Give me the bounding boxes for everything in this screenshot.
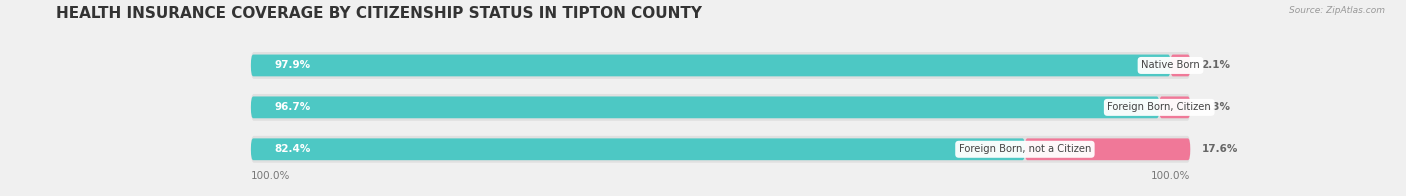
Text: 82.4%: 82.4% <box>274 144 311 154</box>
Text: 96.7%: 96.7% <box>274 102 311 112</box>
Text: HEALTH INSURANCE COVERAGE BY CITIZENSHIP STATUS IN TIPTON COUNTY: HEALTH INSURANCE COVERAGE BY CITIZENSHIP… <box>56 6 702 21</box>
Text: 100.0%: 100.0% <box>250 171 290 181</box>
FancyBboxPatch shape <box>250 136 1191 163</box>
FancyBboxPatch shape <box>1025 138 1191 160</box>
Text: 100.0%: 100.0% <box>1152 171 1191 181</box>
FancyBboxPatch shape <box>1160 96 1191 118</box>
FancyBboxPatch shape <box>250 138 1025 160</box>
Text: 97.9%: 97.9% <box>274 60 311 70</box>
Text: 2.1%: 2.1% <box>1202 60 1230 70</box>
FancyBboxPatch shape <box>250 54 1171 76</box>
Text: 3.3%: 3.3% <box>1202 102 1230 112</box>
FancyBboxPatch shape <box>250 96 1160 118</box>
FancyBboxPatch shape <box>1171 54 1191 76</box>
Text: Native Born: Native Born <box>1142 60 1199 70</box>
FancyBboxPatch shape <box>250 52 1191 79</box>
Text: Foreign Born, Citizen: Foreign Born, Citizen <box>1108 102 1211 112</box>
FancyBboxPatch shape <box>250 94 1191 121</box>
Text: Foreign Born, not a Citizen: Foreign Born, not a Citizen <box>959 144 1091 154</box>
Text: Source: ZipAtlas.com: Source: ZipAtlas.com <box>1289 6 1385 15</box>
Text: 17.6%: 17.6% <box>1202 144 1237 154</box>
